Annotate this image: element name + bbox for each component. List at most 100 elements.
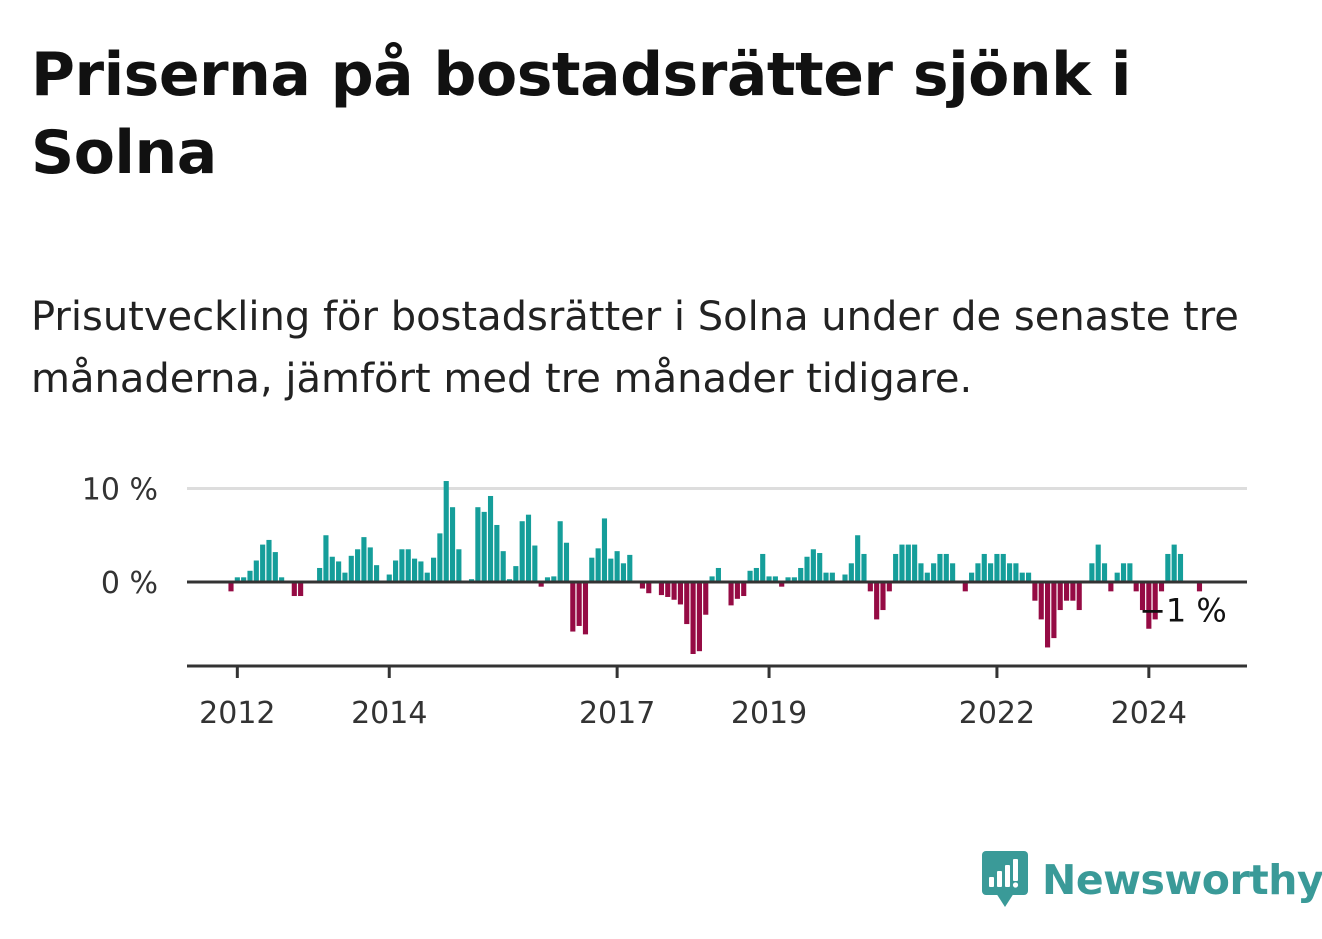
bar: [1007, 563, 1013, 582]
bar: [279, 577, 285, 582]
bar: [525, 514, 532, 582]
bar: [791, 577, 797, 582]
bar: [988, 563, 994, 582]
bar: [1063, 582, 1070, 601]
bar: [405, 549, 411, 583]
bar: [1013, 563, 1019, 582]
bar: [1089, 563, 1095, 582]
bar: [823, 572, 829, 582]
bar: [937, 553, 943, 582]
bar: [620, 563, 627, 582]
bar: [1196, 582, 1203, 592]
bar: [924, 572, 930, 582]
bar: [1152, 582, 1158, 620]
bar: [753, 567, 759, 582]
bar: [810, 549, 816, 583]
bar: [829, 572, 835, 582]
bar-chart: 0 % 10 % 2012 2014 2017 2019 2022 2024 −1 %: [82, 473, 1247, 732]
bar: [1070, 582, 1076, 601]
bar: [1171, 544, 1177, 582]
bar: [715, 567, 721, 582]
y-tick-label: 0 %: [101, 566, 158, 601]
bar: [861, 553, 867, 582]
bar: [1133, 582, 1139, 592]
bar: [785, 577, 791, 582]
bar: [614, 551, 620, 582]
bar: [1026, 572, 1032, 582]
bars-layer: [228, 481, 1203, 654]
bar: [519, 521, 525, 582]
bar: [601, 518, 608, 582]
bar: [431, 557, 437, 582]
x-tick-label: 2024: [1111, 696, 1187, 731]
bar: [399, 549, 405, 583]
bar: [323, 535, 329, 582]
bar: [317, 567, 323, 582]
bar: [1095, 544, 1101, 582]
bar: [367, 547, 373, 582]
bar: [728, 582, 734, 606]
bar: [329, 556, 335, 582]
bar: [981, 553, 987, 582]
bar: [336, 561, 342, 582]
bar: [1057, 582, 1063, 611]
bar: [1038, 582, 1044, 620]
bar: [1019, 572, 1025, 582]
bar: [690, 582, 696, 654]
chart-subtitle: Prisutveckling för bostadsrätter i Solna…: [31, 294, 1239, 402]
bar: [1177, 553, 1184, 582]
bar: [646, 582, 652, 594]
x-tick-label: 2014: [351, 696, 427, 731]
bar: [1076, 582, 1082, 611]
bar: [582, 582, 589, 635]
bar: [1032, 582, 1038, 601]
bar: [899, 544, 905, 582]
bar: [943, 553, 949, 582]
bar: [703, 582, 709, 615]
x-tick-label: 2017: [579, 696, 655, 731]
x-tick-label: 2019: [731, 696, 807, 731]
bar: [298, 582, 304, 597]
bar: [424, 572, 430, 582]
bar: [741, 582, 747, 597]
bar: [817, 553, 823, 582]
chart-title: Priserna på bostadsrätter sjönk i Solna: [31, 40, 1131, 188]
bar: [576, 582, 582, 626]
bar: [412, 558, 418, 583]
newsworthy-logo: Newsworthy: [980, 848, 1322, 912]
bar: [962, 582, 968, 592]
bar: [393, 560, 399, 582]
bar: [449, 507, 456, 582]
bar: [696, 582, 702, 652]
bar: [1045, 582, 1051, 648]
bar: [912, 544, 918, 582]
latest-value-label: −1 %: [1139, 591, 1227, 629]
bar: [627, 554, 633, 582]
bar: [342, 572, 348, 582]
bar: [487, 495, 494, 582]
bar: [772, 576, 778, 582]
bar: [260, 544, 266, 582]
bar: [1127, 563, 1133, 582]
bar: [291, 582, 297, 597]
bar: [361, 537, 367, 582]
bar: [779, 582, 785, 587]
newsworthy-logo-text: Newsworthy: [1042, 856, 1322, 904]
bar: [855, 535, 861, 582]
bar: [804, 556, 810, 582]
bar: [241, 577, 247, 582]
bar: [766, 576, 772, 582]
bar: [918, 563, 924, 582]
bar: [475, 507, 481, 582]
bar: [234, 577, 240, 582]
bar: [905, 544, 911, 582]
bar: [747, 570, 753, 582]
label-layer: 0 % 10 % 2012 2014 2017 2019 2022 2024 −1 %: [82, 473, 1227, 732]
bar: [1146, 582, 1152, 629]
bar: [500, 551, 506, 582]
bar: [1114, 572, 1120, 582]
bar: [760, 553, 766, 582]
bar: [994, 553, 1000, 582]
bar: [665, 582, 671, 597]
bar: [658, 582, 665, 596]
